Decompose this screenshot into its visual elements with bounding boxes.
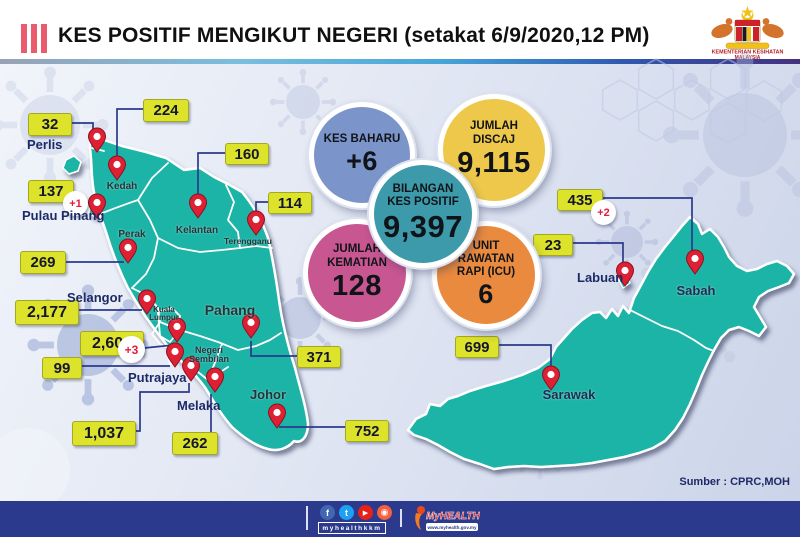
label-labuan: Labuan bbox=[577, 270, 624, 285]
header-accent-bar bbox=[31, 24, 37, 53]
footer-separator bbox=[400, 509, 402, 527]
badge-labuan: 23 bbox=[533, 234, 573, 256]
stat-label: JUMLAH KEMATIAN bbox=[327, 243, 387, 269]
stat-circle-unit-rawatan-rapi: UNIT RAWATAN RAPI (ICU) 6 bbox=[432, 221, 540, 329]
stat-value: 9,115 bbox=[457, 146, 531, 179]
footer-separator bbox=[306, 506, 308, 530]
label-melaka: Melaka bbox=[177, 398, 221, 413]
badge-johor: 752 bbox=[345, 420, 389, 442]
label-pulau-pinang: Pulau Pinang bbox=[22, 208, 105, 223]
facebook-icon[interactable]: f bbox=[320, 505, 335, 520]
delta-kuala-lumpur: +3 bbox=[118, 336, 145, 363]
badge-kelantan: 160 bbox=[225, 143, 269, 165]
myhealth-brand-text: MyHEALTH bbox=[426, 511, 480, 522]
ministry-of-health-logo: KEMENTERIAN KESIHATAN MALAYSIA bbox=[711, 6, 784, 59]
stat-label: JUMLAH DISCAJ bbox=[470, 120, 518, 146]
map-label-kuala-lumpur: Kuala Lumpur bbox=[149, 305, 179, 323]
stat-value: 9,397 bbox=[382, 209, 464, 245]
social-handle: myhealthkkm bbox=[318, 522, 386, 534]
map-label-pahang: Pahang bbox=[204, 302, 256, 318]
header-accent-bar bbox=[21, 24, 27, 53]
header-accent-bar bbox=[41, 24, 47, 53]
myhealth-url: www.myhealth.gov.my bbox=[426, 525, 476, 530]
footer-bar: f t ▶ ◉ myhealthkkm MyHEALTH www.myhealt… bbox=[0, 501, 800, 537]
map-label-johor: Johor bbox=[249, 387, 287, 402]
delta-sabah: +2 bbox=[591, 200, 616, 225]
label-selangor: Selangor bbox=[67, 290, 123, 305]
page-title: KES POSITIF MENGIKUT NEGERI (setakat 6/9… bbox=[58, 24, 650, 47]
header-divider bbox=[0, 59, 800, 64]
instagram-icon[interactable]: ◉ bbox=[377, 505, 392, 520]
badge-pulau-pinang: 137 bbox=[28, 180, 74, 203]
stat-value: 128 bbox=[332, 269, 382, 302]
label-perlis: Perlis bbox=[27, 137, 63, 152]
badge-pahang: 371 bbox=[297, 346, 341, 368]
map-label-kedah: Kedah bbox=[106, 181, 138, 192]
map-label-terengganu: Terengganu bbox=[223, 236, 272, 246]
stat-circle-jumlah-discaj: JUMLAH DISCAJ 9,115 bbox=[438, 94, 550, 206]
stat-circle-bilangan-kes-positif: BILANGAN KES POSITIF 9,397 bbox=[369, 160, 477, 268]
youtube-icon[interactable]: ▶ bbox=[358, 505, 373, 520]
map-label-kelantan: Kelantan bbox=[175, 225, 219, 236]
badge-perlis: 32 bbox=[28, 113, 72, 136]
background-decorations bbox=[0, 53, 800, 512]
delta-pulau-pinang: +1 bbox=[63, 191, 88, 216]
badge-sabah: 435 bbox=[557, 189, 603, 211]
badge-putrajaya: 99 bbox=[42, 357, 82, 379]
badge-perak: 269 bbox=[20, 251, 66, 274]
stat-label: UNIT RAWATAN RAPI (ICU) bbox=[456, 239, 516, 279]
badge-selangor: 2,177 bbox=[15, 300, 79, 325]
stat-label: KES BAHARU bbox=[323, 132, 401, 145]
map-label-sabah: Sabah bbox=[676, 283, 716, 298]
label-putrajaya: Putrajaya bbox=[128, 370, 187, 385]
map-label-perak: Perak bbox=[118, 229, 146, 240]
ministry-name-line1: KEMENTERIAN KESIHATAN bbox=[712, 50, 784, 56]
connector-lines bbox=[64, 108, 693, 432]
map-label-sarawak: Sarawak bbox=[542, 387, 596, 402]
myhealth-logo[interactable]: MyHEALTH www.myhealth.gov.my bbox=[412, 503, 482, 535]
stat-value: +6 bbox=[346, 146, 378, 177]
stat-value: 6 bbox=[478, 279, 494, 310]
header: KES POSITIF MENGIKUT NEGERI (setakat 6/9… bbox=[0, 0, 800, 59]
source-note: Sumber : CPRC,MOH bbox=[679, 476, 790, 488]
twitter-icon[interactable]: t bbox=[339, 505, 354, 520]
stat-label: BILANGAN KES POSITIF bbox=[387, 182, 459, 208]
badge-sarawak: 699 bbox=[455, 336, 499, 358]
badge-melaka: 262 bbox=[172, 432, 218, 455]
badge-negeri-sembilan: 1,037 bbox=[72, 421, 136, 446]
badge-kedah: 224 bbox=[143, 99, 189, 122]
badge-terengganu: 114 bbox=[268, 192, 312, 214]
stat-circle-jumlah-kematian: JUMLAH KEMATIAN 128 bbox=[303, 219, 411, 327]
map-label-negeri-sembilan: Negeri Sembilan bbox=[188, 345, 229, 365]
